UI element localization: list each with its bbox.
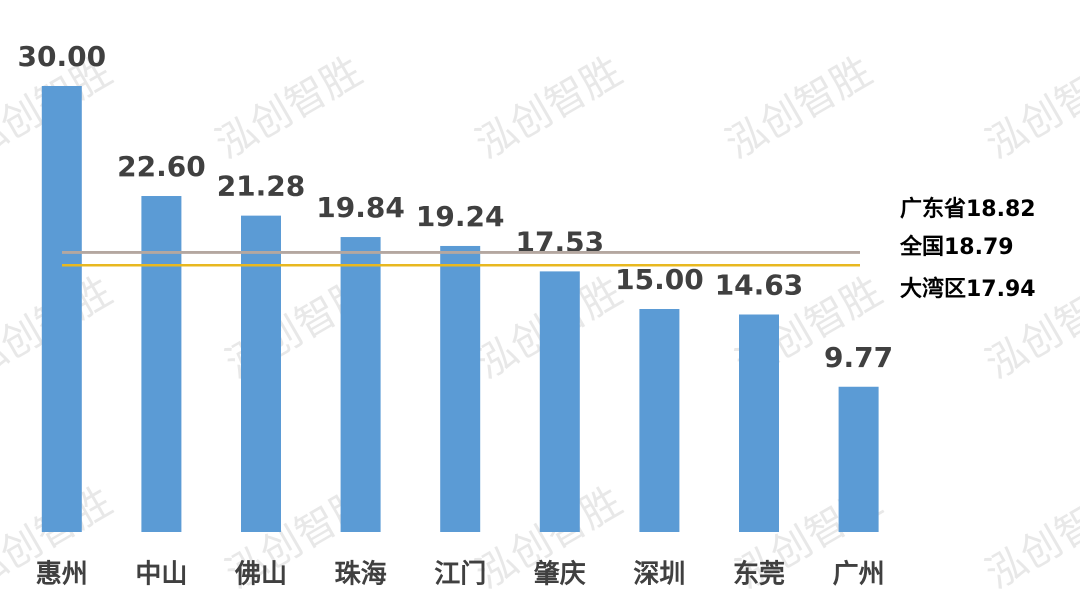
bar	[539, 271, 580, 532]
watermark: 泓创智胜	[718, 48, 880, 168]
reference-label: 大湾区17.94	[900, 276, 1036, 302]
value-label: 14.63	[715, 269, 804, 302]
bar	[141, 196, 182, 532]
x-tick-label: 惠州	[36, 560, 88, 590]
bar	[340, 237, 381, 532]
reference-label: 广东省18.82	[900, 196, 1036, 222]
bar	[639, 309, 680, 532]
bar	[241, 215, 281, 532]
value-label: 19.84	[316, 191, 405, 224]
value-label: 30.00	[18, 40, 107, 73]
x-tick-label: 珠海	[335, 560, 387, 590]
x-tick-label: 东莞	[733, 559, 785, 590]
value-label: 21.28	[217, 170, 306, 203]
watermark: 泓创智胜	[978, 478, 1080, 598]
x-tick-label: 肇庆	[534, 559, 586, 590]
x-tick-label: 深圳	[633, 560, 685, 590]
bar	[739, 314, 779, 532]
value-label: 19.24	[416, 200, 505, 233]
x-tick-label: 广州	[833, 560, 885, 590]
value-label: 22.60	[117, 150, 206, 183]
x-tick-label: 中山	[135, 560, 187, 590]
value-label: 15.00	[615, 263, 704, 296]
value-label: 9.77	[824, 341, 893, 374]
reference-label: 全国18.79	[899, 234, 1014, 260]
x-tick-label: 江门	[434, 560, 486, 590]
watermark: 泓创智胜	[468, 48, 630, 168]
bar	[41, 86, 82, 532]
bar	[838, 386, 879, 532]
x-tick-label: 佛山	[234, 560, 287, 590]
watermark: 泓创智胜	[978, 48, 1080, 168]
watermark: 泓创智胜	[208, 48, 370, 168]
bar	[440, 245, 481, 532]
